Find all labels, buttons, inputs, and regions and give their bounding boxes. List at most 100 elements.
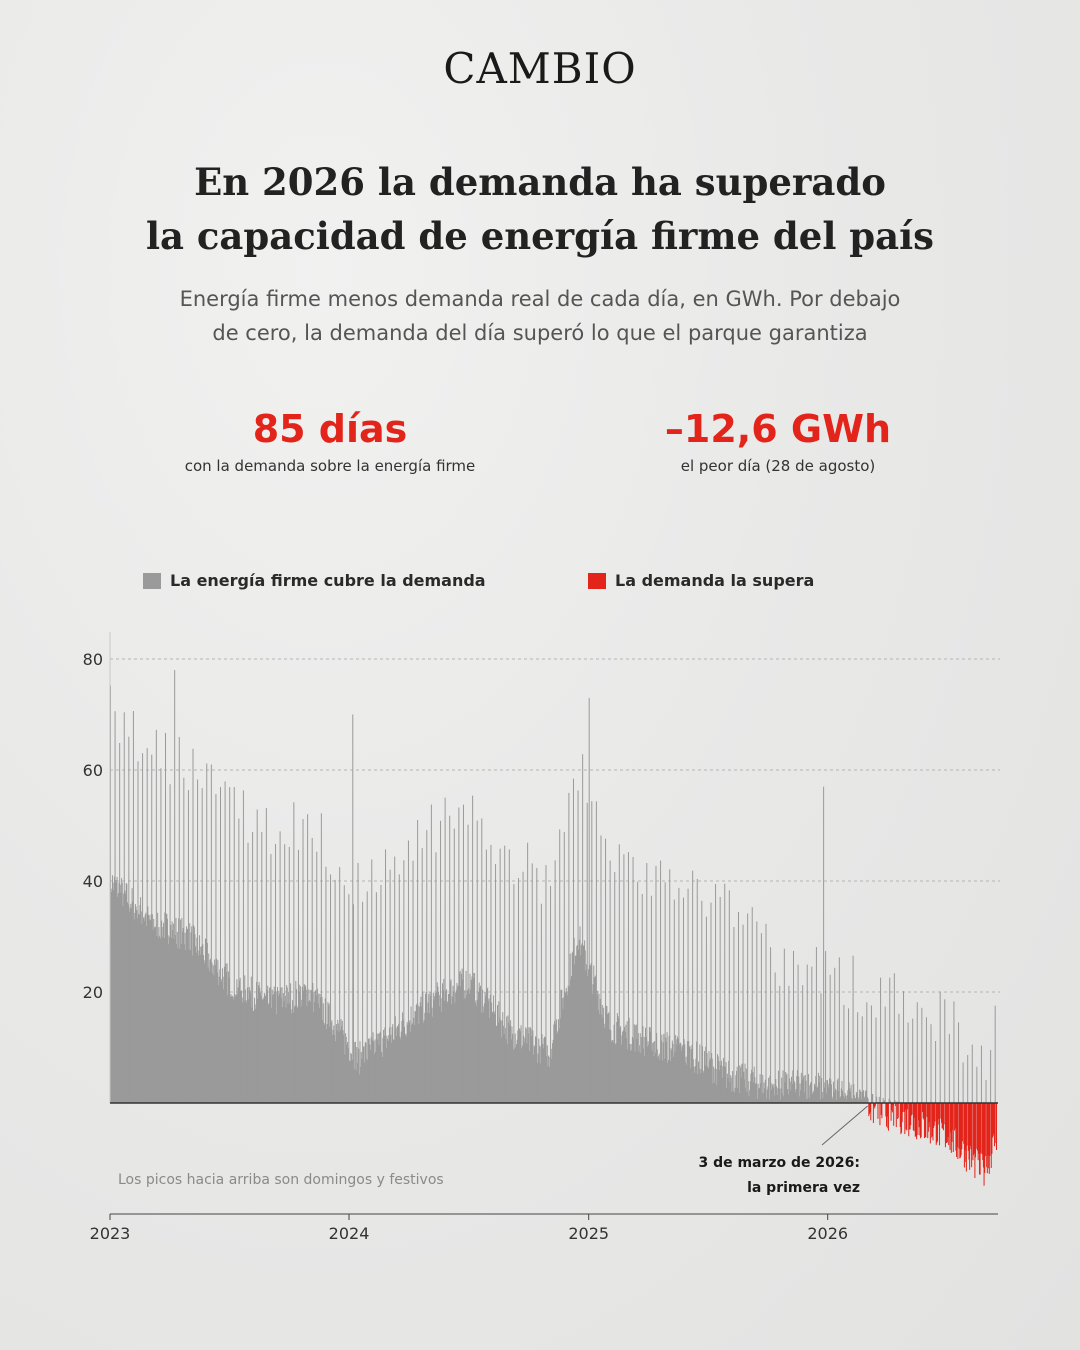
bar-negative	[895, 1103, 897, 1107]
bar-positive	[142, 753, 144, 1103]
bar-positive	[536, 867, 538, 1103]
bar-negative	[982, 1103, 984, 1161]
bar-positive	[767, 1086, 769, 1103]
bar-positive	[662, 1060, 664, 1103]
bar-positive	[669, 869, 671, 1103]
bar-positive	[308, 989, 310, 1103]
bar-positive	[741, 1063, 743, 1103]
bar-positive	[307, 1001, 309, 1103]
bar-positive	[684, 1062, 686, 1103]
bar-positive	[730, 1077, 732, 1103]
bar-positive	[698, 1068, 700, 1103]
bar-positive	[976, 1066, 978, 1103]
bar-negative	[906, 1103, 908, 1131]
bar-positive	[172, 930, 174, 1103]
bar-positive	[916, 1002, 918, 1103]
bar-positive	[261, 831, 263, 1103]
bar-positive	[373, 1041, 375, 1103]
bar-negative	[969, 1103, 971, 1146]
bar-positive	[861, 1099, 863, 1103]
bar-positive	[133, 919, 135, 1103]
bar-negative	[925, 1103, 927, 1138]
bar-positive	[533, 1045, 535, 1103]
bar-positive	[613, 1024, 615, 1103]
bar-positive	[782, 1070, 784, 1103]
bar-positive	[320, 813, 322, 1103]
bar-negative	[974, 1103, 976, 1179]
bar-positive	[660, 1040, 662, 1103]
bar-positive	[281, 987, 283, 1103]
bar-negative	[909, 1103, 911, 1130]
bar-negative	[992, 1103, 994, 1137]
bar-positive	[254, 997, 256, 1103]
bar-positive	[779, 1099, 781, 1103]
bar-positive	[267, 985, 269, 1103]
bar-positive	[255, 1004, 257, 1103]
bar-positive	[296, 1006, 298, 1103]
bar-positive	[168, 944, 170, 1103]
bar-positive	[400, 1031, 402, 1103]
bar-positive	[516, 1044, 517, 1103]
bar-positive	[215, 793, 217, 1103]
bar-positive	[777, 1070, 779, 1103]
bar-positive	[668, 1035, 670, 1103]
bar-positive	[147, 906, 149, 1103]
bar-positive	[174, 670, 176, 1103]
bar-positive	[217, 960, 219, 1103]
bar-positive	[387, 1040, 389, 1103]
bar-negative	[926, 1103, 928, 1118]
bar-positive	[224, 781, 226, 1103]
bar-positive	[468, 988, 470, 1103]
bar-positive	[591, 801, 593, 1103]
bar-positive	[282, 993, 284, 1103]
bar-positive	[321, 996, 323, 1103]
bar-positive	[737, 912, 739, 1103]
bar-positive	[362, 901, 364, 1103]
bar-positive	[436, 982, 438, 1103]
bar-positive	[310, 989, 312, 1103]
bar-positive	[451, 996, 453, 1103]
bar-negative	[934, 1103, 936, 1122]
bar-negative	[982, 1103, 984, 1168]
bar-positive	[482, 1012, 484, 1103]
bar-positive	[646, 863, 648, 1103]
bar-positive	[828, 1087, 830, 1103]
bar-negative	[922, 1103, 924, 1119]
bar-positive	[810, 1081, 812, 1103]
bar-positive	[725, 1062, 727, 1103]
bar-positive	[688, 1041, 690, 1103]
bar-positive	[262, 999, 264, 1103]
x-tick-label-2023: 2023	[90, 1224, 131, 1243]
bar-positive	[300, 1006, 302, 1103]
bar-positive	[330, 874, 332, 1103]
bar-positive	[815, 947, 817, 1103]
bar-negative	[904, 1103, 906, 1110]
bar-positive	[301, 986, 303, 1103]
bar-positive	[395, 1028, 397, 1103]
bar-negative	[978, 1103, 980, 1154]
bar-positive	[878, 1096, 880, 1103]
bar-positive	[530, 1028, 532, 1103]
bar-positive	[676, 1039, 678, 1103]
bar-positive	[880, 977, 882, 1103]
bar-positive	[236, 979, 238, 1103]
bar-positive	[889, 1100, 891, 1103]
bar-positive	[627, 1049, 629, 1103]
bar-positive	[664, 882, 666, 1103]
bar-positive	[156, 936, 158, 1103]
bar-negative	[977, 1103, 979, 1161]
bar-positive	[178, 736, 180, 1103]
bar-positive	[123, 893, 125, 1103]
bar-positive	[341, 1026, 343, 1103]
bar-positive	[416, 1003, 418, 1103]
bar-positive	[498, 1017, 500, 1103]
bar-positive	[806, 1098, 808, 1103]
bar-positive	[264, 995, 266, 1103]
bar-positive	[738, 1092, 740, 1103]
bar-positive	[189, 923, 191, 1103]
bar-positive	[187, 928, 189, 1103]
bar-positive	[953, 1001, 955, 1103]
bar-positive	[595, 801, 597, 1103]
bar-positive	[428, 1013, 430, 1103]
